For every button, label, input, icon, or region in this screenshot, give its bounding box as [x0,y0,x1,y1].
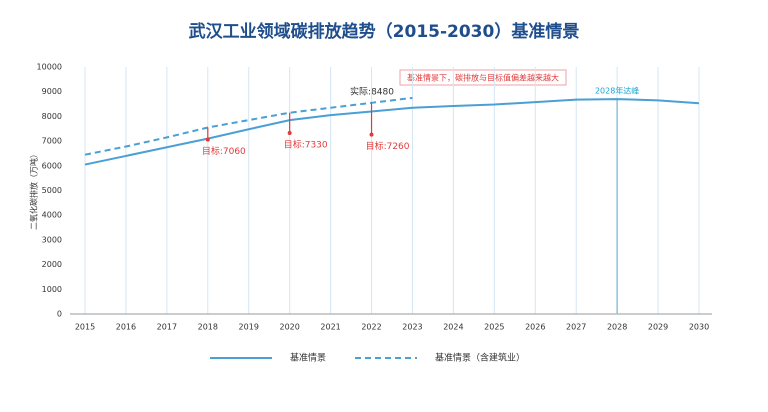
x-tick-label: 2027 [566,323,586,332]
y-tick-label: 6000 [42,161,62,170]
x-tick-label: 2021 [320,323,340,332]
y-tick-label: 5000 [42,186,62,195]
legend-label: 基准情景 [290,352,326,364]
x-tick-label: 2016 [116,323,136,332]
x-tick-label: 2018 [198,323,218,332]
x-tick-label: 2026 [525,323,545,332]
y-tick-label: 9000 [42,87,62,96]
y-tick-label: 3000 [42,235,62,244]
chart-title: 武汉工业领域碳排放趋势（2015-2030）基准情景 [189,21,580,42]
series-line [84,96,413,156]
x-tick-label: 2017 [157,323,177,332]
x-tick-label: 2030 [689,323,709,332]
y-axis-label: 二氧化碳排放（万吨） [29,150,39,230]
target-point [287,130,292,135]
y-tick-label: 0 [57,310,62,319]
target-label: 目标:7330 [284,138,328,150]
series-line [84,98,700,166]
x-tick-label: 2015 [75,323,95,332]
callout: 基准情景下，碳排放与目标值偏差越来越大 [407,73,559,83]
callout-box [399,69,567,86]
legend-label: 基准情景（含建筑业） [435,352,525,364]
target-label: 目标:7060 [202,145,246,157]
y-tick-label: 7000 [42,137,62,146]
y-tick-label: 8000 [42,112,62,121]
x-tick-label: 2024 [443,323,463,332]
y-tick-label: 4000 [42,211,62,220]
target-point [205,137,210,142]
x-tick-label: 2020 [279,323,299,332]
x-tick-label: 2029 [648,323,668,332]
x-tick-label: 2025 [484,323,504,332]
target-label: 目标:7260 [366,140,410,152]
y-tick-label: 2000 [42,260,62,269]
x-tick-label: 2019 [239,323,259,332]
x-tick-label: 2022 [361,323,381,332]
y-tick-label: 1000 [42,285,62,294]
peak-label: 2028年达峰 [595,86,639,96]
target-point [369,132,374,137]
x-tick-label: 2023 [402,323,422,332]
actual-label: 实际:8480 [350,86,394,98]
y-tick-label: 10000 [37,63,62,72]
x-tick-label: 2028 [607,323,627,332]
